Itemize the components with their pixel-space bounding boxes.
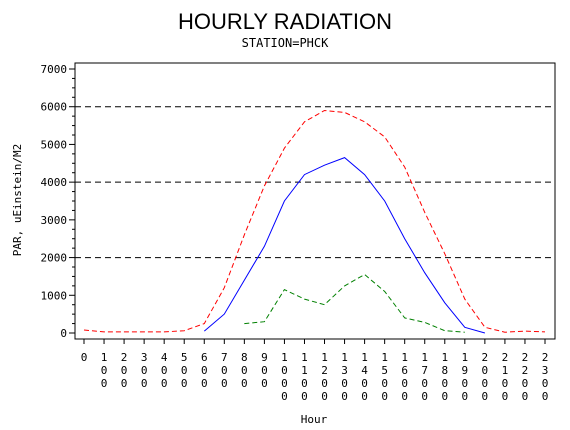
plot-frame [74, 62, 556, 340]
chart-title: HOURLY RADIATION [178, 9, 392, 34]
y-tick-label: 3000 [41, 214, 68, 227]
y-tick-label: 2000 [41, 252, 68, 265]
y-tick-label: 1000 [41, 289, 68, 302]
series-line-3 [244, 273, 465, 333]
reference-lines [75, 106, 555, 259]
y-tick-label: 0 [60, 327, 67, 340]
x-tick-label: 0 [81, 351, 88, 364]
series-line-1 [83, 109, 546, 333]
y-axis: 0 1000 2000 3000 4000 5000 6000 7000 [41, 63, 75, 340]
y-tick-label: 5000 [41, 138, 68, 151]
x-axis: 0 1 0 0 2 0 0 3 0 0 4 0 0 5 0 0 6 0 0 7 0 0 8 0 0 9 0 0 1 0 0 0 1 1 0 0 1 2 0 0… [81, 339, 549, 403]
y-axis-label: PAR, uEinstein/M2 [11, 144, 24, 257]
y-tick-label: 4000 [41, 176, 68, 189]
y-tick-label: 7000 [41, 63, 68, 76]
x-axis-label: Hour [301, 413, 328, 426]
chart-subtitle: STATION=PHCK [242, 36, 329, 50]
series-line-2 [203, 157, 486, 334]
series-layer [83, 109, 546, 334]
y-tick-label: 6000 [41, 101, 68, 114]
